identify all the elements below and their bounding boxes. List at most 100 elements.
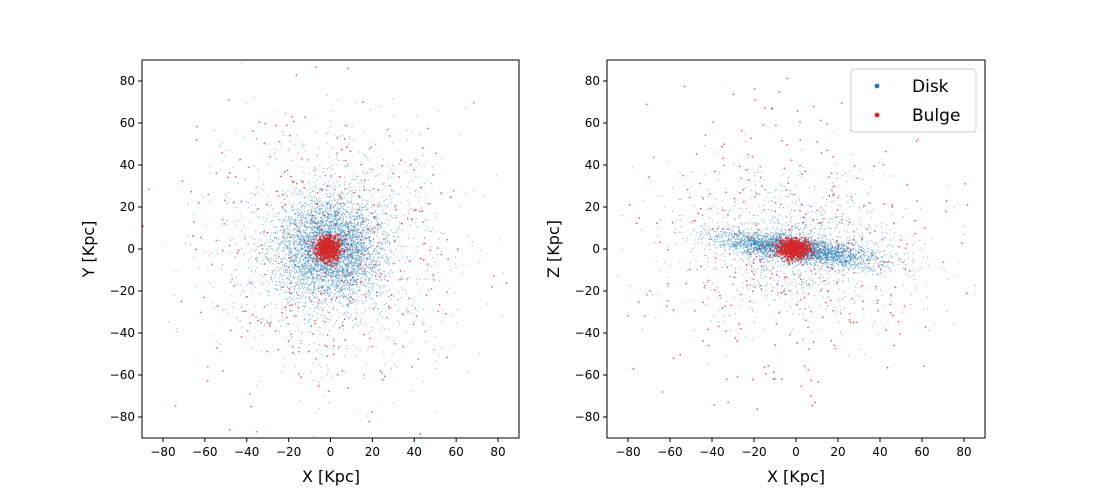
data-point (368, 346, 370, 348)
data-point (361, 323, 363, 325)
data-point (306, 267, 309, 269)
data-point (331, 211, 333, 213)
data-point (307, 216, 309, 218)
data-point (253, 165, 255, 167)
data-point (324, 232, 326, 234)
data-point (239, 284, 242, 286)
data-point (324, 265, 326, 267)
data-point (377, 206, 380, 208)
data-point (322, 224, 324, 226)
data-point (363, 242, 366, 244)
data-point (301, 295, 303, 298)
data-point (283, 275, 285, 277)
data-point (282, 251, 284, 253)
data-point (275, 274, 277, 277)
data-point (287, 219, 289, 221)
data-point (293, 263, 295, 265)
data-point (282, 315, 284, 317)
data-point (406, 308, 408, 311)
data-point (295, 222, 297, 224)
data-point (295, 254, 298, 256)
data-point (349, 216, 351, 219)
data-point (317, 208, 320, 210)
data-point (282, 231, 285, 233)
data-point (438, 354, 440, 356)
data-point (288, 250, 290, 252)
data-point (359, 289, 361, 291)
data-point (325, 203, 327, 205)
data-point (302, 238, 304, 241)
data-point (291, 280, 294, 282)
data-point (380, 257, 383, 259)
data-point (287, 190, 289, 192)
data-point (354, 192, 356, 194)
data-point (287, 302, 289, 304)
data-point (304, 264, 306, 266)
data-point (226, 202, 228, 205)
data-point (391, 190, 393, 192)
data-point (365, 218, 367, 220)
data-point (314, 267, 316, 270)
data-point (345, 265, 347, 267)
data-point (355, 245, 357, 247)
data-point (231, 238, 233, 240)
data-point (369, 331, 371, 333)
data-point (327, 211, 329, 213)
data-point (300, 211, 302, 213)
data-point (251, 204, 253, 206)
data-point (435, 212, 437, 214)
data-point (283, 265, 285, 267)
data-point (297, 253, 299, 255)
data-point (341, 281, 343, 283)
data-point (299, 280, 301, 282)
data-point (318, 147, 320, 149)
data-point (369, 239, 371, 241)
data-point (312, 294, 314, 296)
data-point (386, 262, 388, 264)
data-point (319, 213, 321, 215)
data-point (314, 229, 316, 232)
data-point (398, 236, 400, 238)
data-point (431, 228, 434, 230)
data-point (310, 227, 312, 230)
data-point (416, 283, 418, 285)
data-point (293, 237, 296, 239)
data-point (369, 253, 371, 255)
data-point (336, 274, 338, 276)
data-point (370, 283, 372, 285)
data-point (302, 217, 304, 219)
data-point (228, 236, 230, 238)
data-point (350, 194, 352, 196)
data-point (273, 226, 275, 228)
data-point (291, 298, 294, 300)
data-point (392, 231, 395, 233)
data-point (285, 113, 287, 115)
data-point (311, 281, 313, 283)
data-point (303, 213, 305, 215)
data-point (353, 241, 355, 243)
data-point (338, 193, 340, 195)
data-point (274, 232, 277, 234)
data-point (366, 199, 368, 202)
data-point (343, 237, 345, 239)
data-point (329, 329, 331, 331)
data-point (357, 266, 360, 268)
data-point (286, 269, 288, 271)
data-point (374, 249, 376, 251)
data-point (213, 129, 216, 132)
data-point (417, 246, 419, 248)
data-point (251, 248, 253, 250)
data-point (396, 216, 398, 218)
data-point (375, 272, 377, 275)
data-point (291, 205, 293, 207)
data-point (275, 242, 277, 244)
data-point (393, 402, 395, 404)
data-point (353, 202, 355, 204)
data-point (389, 194, 391, 197)
data-point (333, 212, 335, 214)
data-point (391, 176, 393, 178)
data-point (302, 204, 305, 206)
data-point (359, 259, 361, 261)
data-point (338, 225, 340, 227)
data-point (340, 225, 342, 227)
